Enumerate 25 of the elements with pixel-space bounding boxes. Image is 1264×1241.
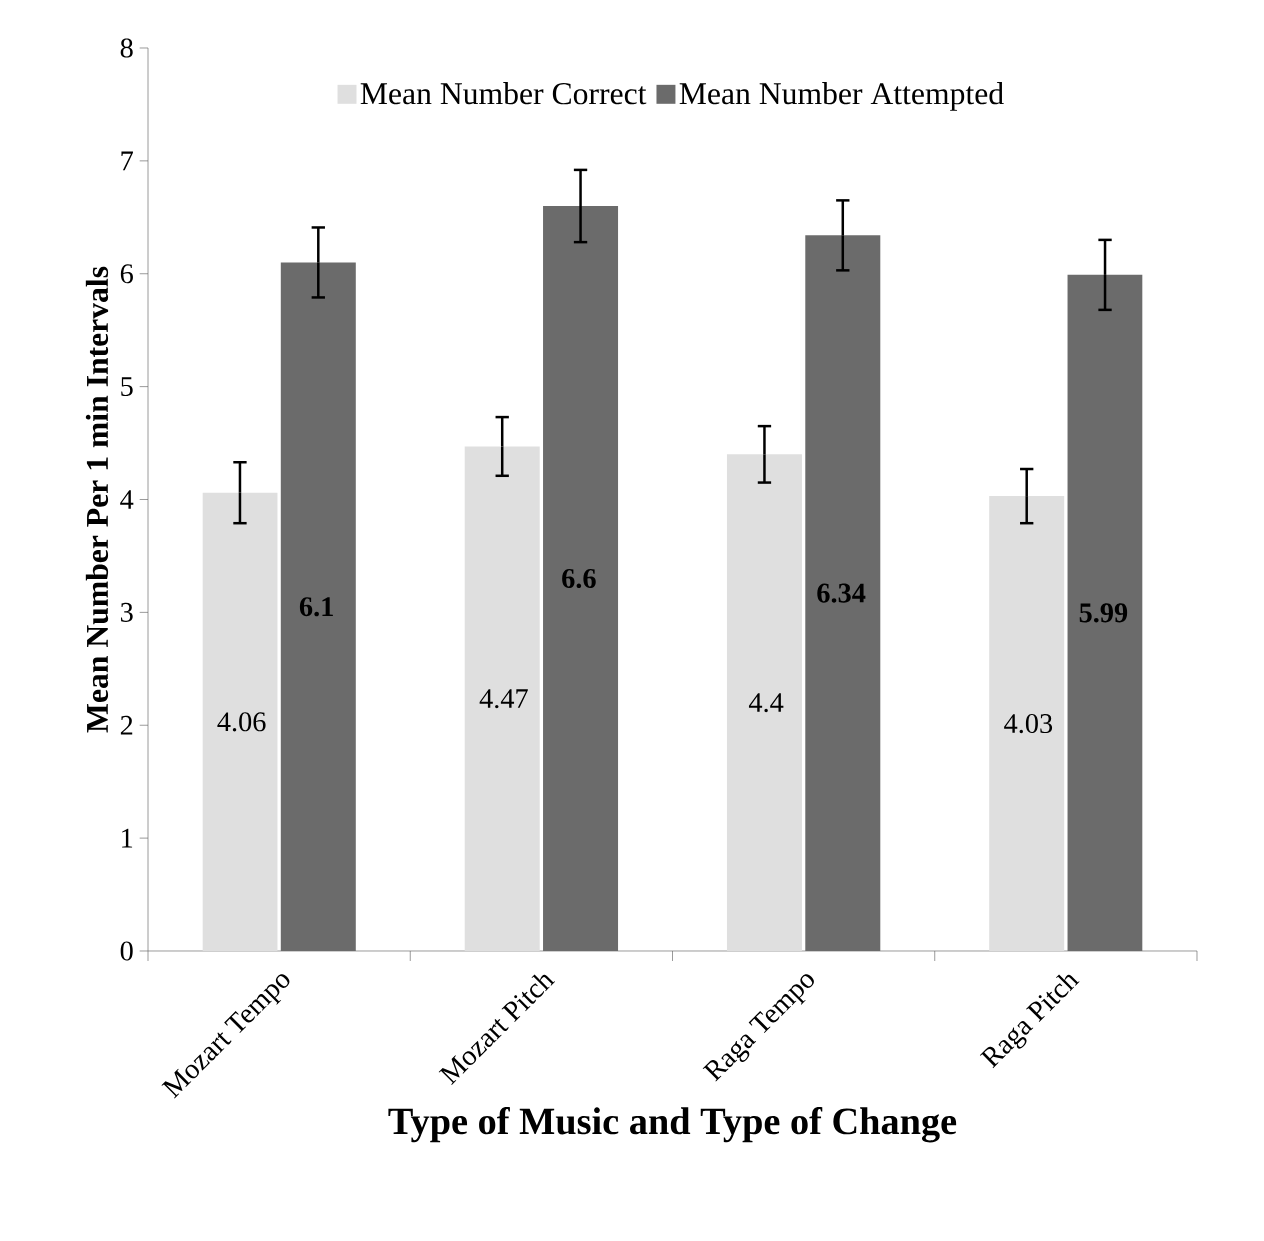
y-tick-label: 5 [121,377,133,397]
y-tick-label: 8 [120,38,133,58]
y-tick-label: 7 [121,151,133,171]
y-tick-label: 2 [120,715,133,735]
y-tick-label: 1 [122,828,133,848]
legend-label: Mean Number Attempted [679,82,1004,111]
y-axis-title: Mean Number Per 1 min Intervals [85,266,109,733]
data-label: 5.99 [1079,603,1128,623]
y-tick-label: 0 [120,941,133,961]
bar [464,446,540,951]
data-label: 4.47 [479,689,528,709]
bar [202,492,278,951]
y-tick-label: 6 [120,264,133,284]
data-label: 4.06 [217,712,266,732]
bar [726,454,802,951]
data-label: 6.6 [562,568,596,589]
y-tick-label: 3 [120,602,133,622]
x-axis-title: Type of Music and Type of Change [388,1106,957,1143]
legend-label: Mean Number Correct [360,82,647,105]
bar [989,496,1065,951]
data-label: 4.4 [748,693,784,713]
data-label: 4.03 [1004,713,1053,734]
y-tick-label: 4 [120,490,134,509]
data-label: 6.1 [299,597,333,617]
data-label: 6.34 [817,583,866,603]
